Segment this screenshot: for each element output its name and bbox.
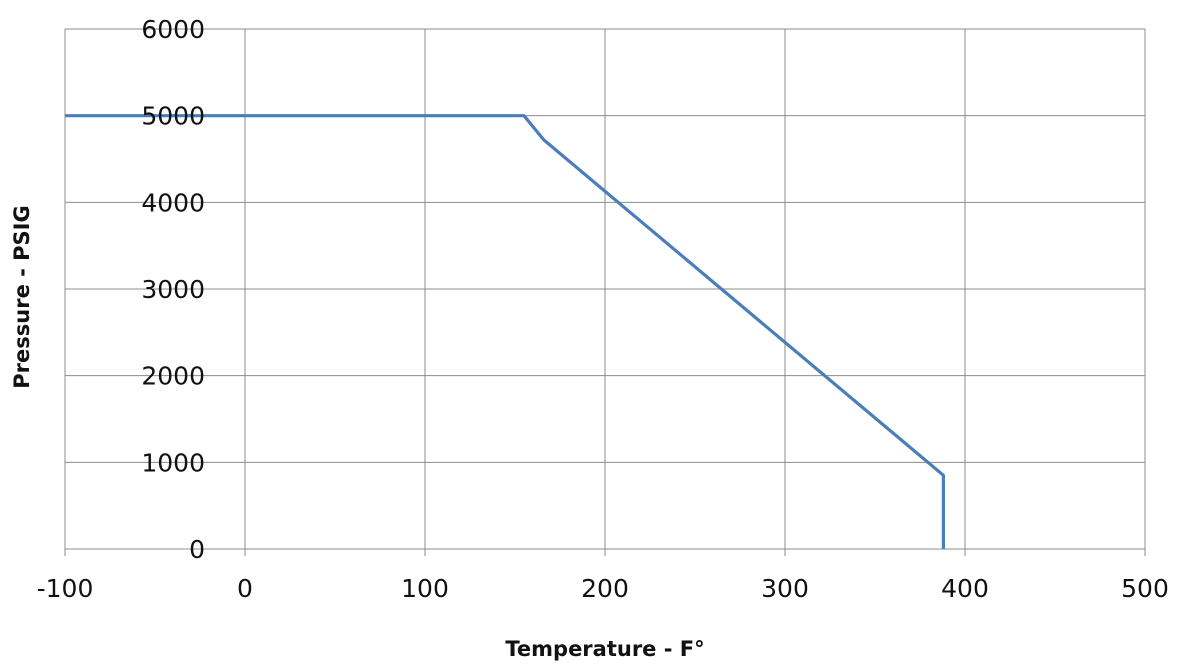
- grid: [64, 28, 1146, 556]
- x-tick-label: 0: [237, 574, 253, 603]
- x-axis-title: Temperature - F°: [505, 637, 704, 661]
- x-tick-label: 200: [581, 574, 629, 603]
- y-tick-label: 5000: [141, 102, 205, 131]
- y-tick-label: 4000: [141, 188, 205, 217]
- y-tick-label: 2000: [141, 362, 205, 391]
- y-tick-label: 0: [189, 535, 205, 564]
- y-axis-title: Pressure - PSIG: [10, 205, 34, 388]
- x-tick-label: 400: [941, 574, 989, 603]
- series-line: [65, 114, 945, 549]
- x-tick-label: 300: [761, 574, 809, 603]
- series-layer: [65, 114, 945, 549]
- x-tick-label: -100: [37, 574, 94, 603]
- y-tick-label: 1000: [141, 448, 205, 477]
- x-tick-label: 100: [401, 574, 449, 603]
- x-axis-tick-labels: -100 0 100 200 300 400 500: [37, 574, 1169, 603]
- x-tick-label: 500: [1121, 574, 1169, 603]
- y-tick-label: 3000: [141, 275, 205, 304]
- y-axis-tick-labels: 0 1000 2000 3000 4000 5000 6000: [141, 15, 205, 564]
- y-tick-label: 6000: [141, 15, 205, 44]
